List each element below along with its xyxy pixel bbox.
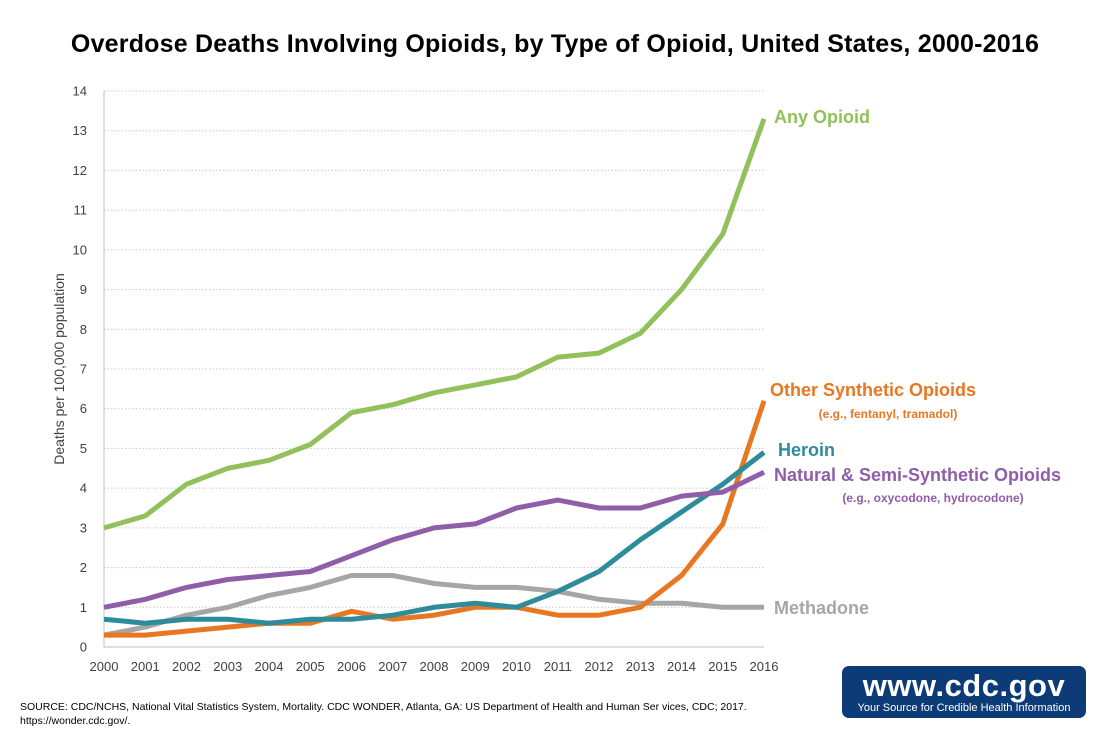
x-tick-label: 2014 [667, 659, 696, 674]
y-tick-label: 13 [73, 123, 87, 138]
series-label-heroin: Heroin [778, 440, 835, 460]
y-tick-label: 4 [80, 481, 87, 496]
series-lines [103, 117, 767, 638]
x-tick-label: 2005 [296, 659, 325, 674]
x-tick-label: 2008 [420, 659, 449, 674]
x-tick-label: 2007 [378, 659, 407, 674]
y-tick-label: 0 [80, 640, 87, 655]
x-tick-label: 2006 [337, 659, 366, 674]
x-tick-labels: 2000 2001 2002 2003 2004 2005 2006 2007 2008 2009… [90, 659, 779, 674]
series-label-other-synthetic-opioids: Other Synthetic Opioids [770, 380, 976, 400]
x-tick-label: 2009 [461, 659, 490, 674]
y-tick-label: 14 [73, 84, 87, 99]
series-label-methadone: Methadone [774, 598, 869, 618]
cdc-badge[interactable]: www.cdc.gov Your Source for Credible Hea… [842, 666, 1086, 718]
series-line-heroin [103, 450, 766, 626]
series-line-any-opioid [103, 117, 767, 531]
x-tick-label: 2015 [708, 659, 737, 674]
axes [103, 91, 764, 648]
x-tick-label: 2002 [172, 659, 201, 674]
y-tick-label: 5 [80, 441, 87, 456]
y-tick-label: 3 [80, 520, 87, 535]
chart-title: Overdose Deaths Involving Opioids, by Ty… [70, 30, 1040, 58]
series-label-natural-semi-synthetic-opioids: Natural & Semi-Synthetic Opioids [774, 465, 1061, 485]
series-sublabel-natural-semi-synthetic-opioids: (e.g., oxycodone, hydrocodone) [842, 491, 1023, 505]
y-tick-label: 1 [80, 600, 87, 615]
series-labels: Methadone Other Synthetic Opioids (e.g., f… [770, 107, 1061, 618]
y-tick-label: 11 [74, 203, 88, 218]
y-tick-label: 6 [80, 401, 87, 416]
series-label-any-opioid: Any Opioid [774, 107, 870, 127]
x-tick-label: 2011 [544, 659, 572, 674]
x-tick-label: 2004 [255, 659, 284, 674]
x-tick-label: 2013 [626, 659, 655, 674]
x-tick-label: 2016 [750, 659, 779, 674]
x-tick-label: 2010 [502, 659, 531, 674]
y-axis-label: Deaths per 100,000 population [51, 273, 67, 464]
series-line-methadone [103, 573, 764, 638]
x-tick-label: 2000 [90, 659, 119, 674]
series-line-natural-semi-synthetic-opioids [103, 470, 766, 610]
y-tick-label: 12 [73, 163, 87, 178]
series-sublabel-other-synthetic-opioids: (e.g., fentanyl, tramadol) [819, 407, 958, 421]
y-tick-label: 10 [73, 242, 87, 257]
y-tick-label: 8 [80, 322, 87, 337]
x-tick-label: 2003 [213, 659, 242, 674]
cdc-tagline: Your Source for Credible Health Informat… [857, 702, 1071, 714]
y-tick-label: 2 [80, 560, 87, 575]
x-tick-label: 2012 [585, 659, 614, 674]
source-note: SOURCE: CDC/NCHS, National Vital Statist… [20, 701, 747, 727]
y-tick-label: 9 [80, 282, 87, 297]
y-tick-label: 7 [80, 362, 87, 377]
cdc-url-text: www.cdc.gov [862, 668, 1066, 703]
x-tick-label: 2001 [131, 659, 160, 674]
series-line-other-synthetic-opioids [104, 400, 767, 638]
